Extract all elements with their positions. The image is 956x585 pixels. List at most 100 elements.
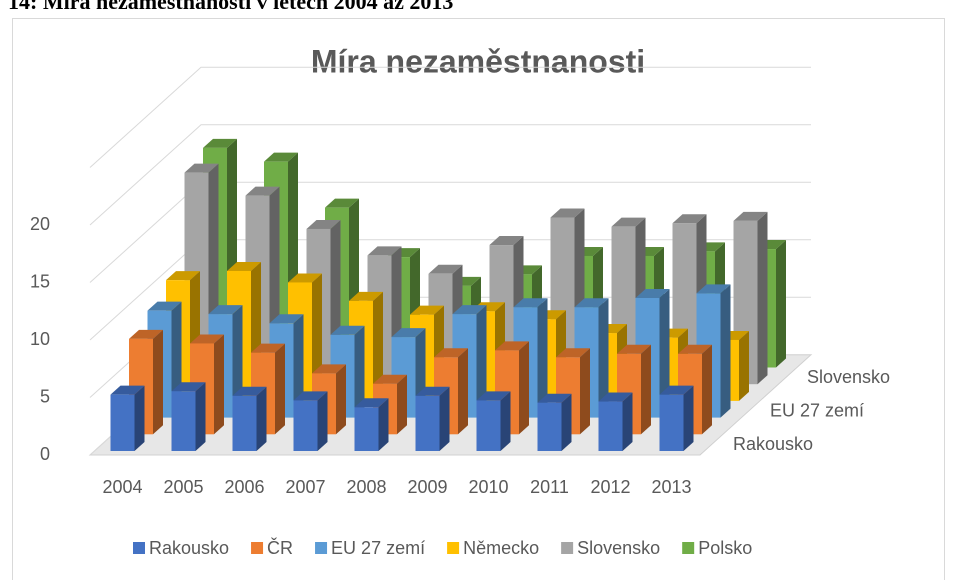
- bar-top: [635, 289, 670, 298]
- bar-top: [190, 334, 224, 344]
- y-tick-label: 20: [30, 214, 50, 234]
- bar-top: [415, 386, 450, 396]
- x-tick-label: 2008: [346, 477, 386, 497]
- bar-side: [537, 298, 548, 418]
- bar-top: [696, 284, 731, 294]
- legend-label: Rakousko: [149, 538, 229, 558]
- bar-side: [317, 391, 328, 451]
- bar-side: [476, 305, 487, 418]
- bar-top: [354, 398, 389, 408]
- x-tick-label: 2011: [530, 477, 569, 497]
- bar: [354, 407, 379, 451]
- bar-top: [574, 298, 609, 308]
- bar-top: [428, 264, 463, 274]
- bar-side: [776, 240, 786, 368]
- bar-top: [288, 273, 322, 283]
- bar: [659, 394, 684, 451]
- bar-top: [611, 217, 646, 227]
- legend-swatch: [315, 542, 328, 554]
- bar-top: [391, 328, 426, 338]
- bar-top: [617, 344, 651, 354]
- legend-swatch: [682, 542, 695, 554]
- bar-top: [349, 291, 383, 301]
- bar: [171, 391, 196, 451]
- x-tick-label: 2004: [102, 477, 142, 497]
- bar-side: [739, 330, 749, 401]
- legend-swatch: [251, 542, 264, 554]
- y-tick-label: 15: [30, 271, 50, 291]
- depth-label: Slovensko: [807, 367, 890, 387]
- x-tick-label: 2006: [224, 477, 264, 497]
- legend-label: Slovensko: [577, 538, 660, 558]
- bar-side: [397, 374, 407, 435]
- bar-top: [598, 392, 633, 402]
- bar-side: [458, 348, 468, 435]
- bar: [537, 402, 562, 451]
- legend-swatch: [447, 542, 460, 554]
- bar-side: [134, 385, 145, 451]
- bar-side: [683, 385, 694, 451]
- bar-top: [410, 305, 444, 315]
- x-tick-label: 2012: [590, 477, 630, 497]
- bar-top: [147, 301, 182, 311]
- y-tick-label: 5: [40, 386, 50, 406]
- bar-side: [702, 344, 712, 435]
- x-tick-label: 2010: [468, 477, 508, 497]
- bar-top: [513, 298, 548, 308]
- bar-side: [641, 344, 651, 435]
- bar-side: [500, 391, 511, 451]
- bar-side: [561, 393, 572, 451]
- bar-top: [325, 198, 359, 208]
- bar-top: [171, 382, 206, 392]
- bar-side: [598, 298, 609, 418]
- bar-top: [264, 152, 298, 162]
- bar-side: [293, 314, 304, 418]
- bar-top: [452, 305, 487, 315]
- y-tick-label: 10: [30, 329, 50, 349]
- legend-swatch: [133, 542, 145, 554]
- bar-top: [245, 186, 280, 196]
- bar-top: [203, 138, 237, 148]
- wall-top: [89, 66, 811, 168]
- x-tick-label: 2007: [285, 477, 325, 497]
- bar: [598, 401, 623, 451]
- y-tick-label: 0: [40, 444, 50, 464]
- bar-side: [354, 325, 365, 418]
- bar-top: [556, 348, 590, 358]
- bar-side: [153, 329, 163, 435]
- bar-side: [275, 343, 285, 435]
- bar-top: [166, 271, 200, 281]
- bar-top: [269, 314, 304, 324]
- legend-label: Polsko: [698, 538, 752, 558]
- bar-top: [678, 344, 712, 354]
- x-tick-label: 2013: [651, 477, 691, 497]
- bar-top: [537, 393, 572, 403]
- bar-top: [129, 329, 163, 339]
- bar-side: [622, 392, 633, 451]
- bar-side: [439, 386, 450, 451]
- bar-top: [733, 211, 768, 221]
- bar-side: [580, 348, 590, 435]
- bar: [232, 395, 257, 451]
- bar-top: [110, 385, 145, 395]
- bar-top: [659, 385, 694, 395]
- bar-top: [208, 305, 243, 315]
- bar-top: [373, 374, 407, 384]
- depth-label: Rakousko: [733, 434, 813, 454]
- bar-top: [489, 236, 524, 246]
- bar-side: [757, 211, 768, 385]
- bar: [110, 394, 135, 451]
- bar-side: [256, 386, 267, 451]
- bar: [476, 400, 501, 451]
- bar-top: [330, 325, 365, 335]
- legend-label: EU 27 zemí: [331, 538, 425, 558]
- grid-line: [89, 124, 811, 226]
- chart-frame: [12, 18, 945, 585]
- bar-top: [227, 261, 261, 271]
- x-tick-label: 2009: [407, 477, 447, 497]
- bar-side: [336, 364, 346, 435]
- bar-side: [373, 291, 383, 401]
- bar-top: [306, 219, 341, 229]
- bar-side: [214, 334, 224, 435]
